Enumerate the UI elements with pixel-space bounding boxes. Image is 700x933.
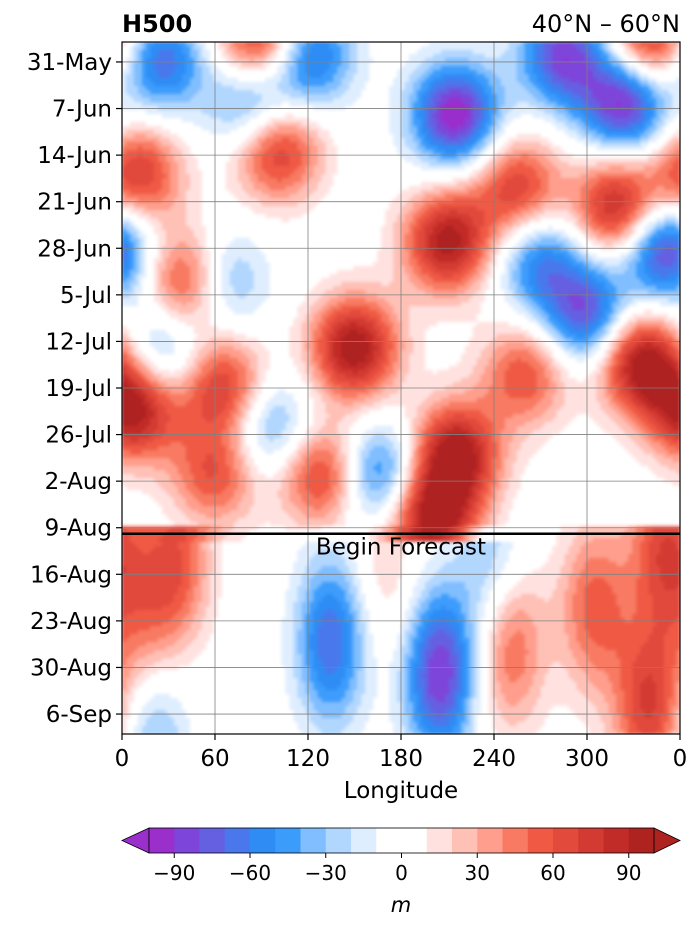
colorbar-tick-label: −90: [153, 861, 195, 885]
colorbar-swatch: [477, 828, 503, 853]
y-tick-label: 26-Jul: [45, 423, 112, 449]
colorbar-tick-label: −60: [229, 861, 271, 885]
colorbar-tick-label: 30: [465, 861, 490, 885]
colorbar-swatch: [174, 828, 200, 853]
y-tick-label: 14-Jun: [37, 143, 112, 169]
y-tick-label: 5-Jul: [60, 283, 112, 309]
colorbar-swatch: [224, 828, 251, 853]
y-tick-label: 6-Sep: [46, 702, 112, 728]
colorbar-tick-label: 60: [540, 861, 565, 885]
colorbar-swatch: [275, 828, 301, 853]
y-tick-label: 21-Jun: [37, 190, 112, 216]
y-tick-label: 2-Aug: [45, 469, 112, 495]
chart-title-left: H500: [122, 10, 192, 38]
colorbar-swatch: [628, 828, 655, 853]
colorbar-swatch: [351, 828, 377, 853]
y-tick-label: 19-Jul: [45, 376, 112, 402]
colorbar: −90 −60 −30 0 30 60 90: [121, 827, 681, 885]
colorbar-swatch: [502, 828, 529, 853]
colorbar-swatch: [250, 828, 276, 853]
y-tick-label: 28-Jun: [37, 236, 112, 262]
colorbar-swatch: [149, 828, 175, 853]
colorbar-swatch: [199, 828, 226, 853]
x-axis-label: Longitude: [344, 778, 458, 804]
y-tick-label: 9-Aug: [45, 516, 112, 542]
begin-forecast-label: Begin Forecast: [316, 535, 486, 561]
x-tick-label: 0: [115, 746, 130, 772]
colorbar-tick-label: −30: [305, 861, 347, 885]
x-tick-label: 240: [472, 746, 516, 772]
y-tick-label: 23-Aug: [30, 609, 112, 635]
colorbar-label: m: [391, 893, 411, 917]
y-tick-label: 12-Jul: [45, 329, 112, 355]
x-tick-label: 0: [673, 746, 688, 772]
colorbar-tick-label: 90: [616, 861, 641, 885]
colorbar-swatch: [376, 828, 428, 853]
x-axis: 0 60 120 180 240 300 0: [115, 734, 688, 772]
colorbar-swatch: [452, 828, 478, 853]
x-tick-label: 300: [565, 746, 609, 772]
colorbar-swatch: [603, 828, 630, 853]
colorbar-swatch: [527, 828, 554, 853]
y-tick-label: 31-May: [27, 50, 112, 76]
grid: [122, 42, 680, 734]
y-tick-label: 16-Aug: [30, 562, 112, 588]
colorbar-tick-label: 0: [395, 861, 408, 885]
x-tick-label: 120: [286, 746, 330, 772]
colorbar-swatch: [553, 828, 579, 853]
y-tick-label: 7-Jun: [52, 97, 112, 123]
colorbar-extend-high: [653, 827, 681, 854]
x-tick-label: 180: [379, 746, 423, 772]
colorbar-extend-low: [121, 827, 150, 854]
colorbar-swatch: [325, 828, 352, 853]
colorbar-swatch: [300, 828, 327, 853]
chart-title-right: 40°N – 60°N: [532, 10, 680, 38]
y-axis: 31-May 7-Jun 14-Jun 21-Jun 28-Jun 5-Jul 12-Jul…: [27, 50, 122, 728]
colorbar-swatch: [426, 828, 453, 853]
x-tick-label: 60: [200, 746, 229, 772]
colorbar-swatch: [578, 828, 604, 853]
y-tick-label: 30-Aug: [30, 655, 112, 681]
